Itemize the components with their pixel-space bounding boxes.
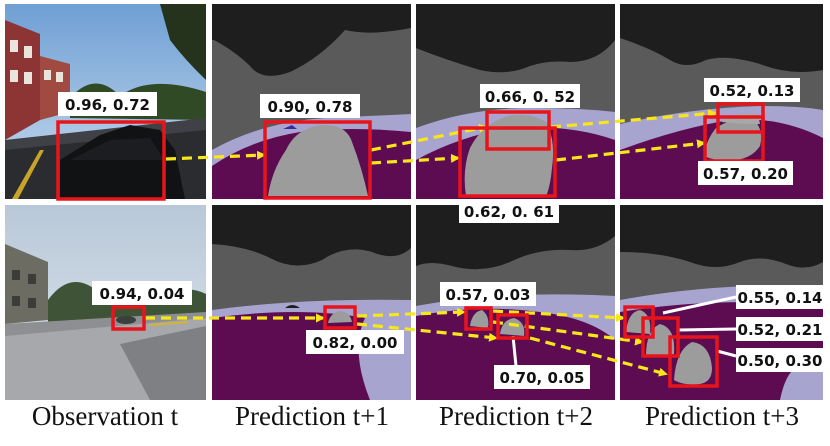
score-text: 0.62, 0. 61	[464, 203, 554, 221]
arrow-t1-to-t2-upper-top	[370, 123, 488, 152]
bbox-t2-lower-top	[458, 126, 557, 198]
arrow-obs-to-t1-top	[165, 150, 266, 161]
arrow-t2-to-t3-upper-top	[550, 109, 717, 129]
caption-prediction-t2: Prediction t+2	[439, 401, 593, 431]
score-label-t3-1-bottom: 0.55, 0.14	[736, 285, 824, 309]
score-label-obs-bottom: 0.94, 0.04	[92, 281, 192, 305]
score-text: 0.82, 0.00	[313, 334, 398, 352]
score-label-t1-bottom: 0.82, 0.00	[306, 330, 404, 354]
score-text: 0.52, 0.21	[738, 321, 823, 339]
score-text: 0.57, 0.03	[446, 286, 531, 304]
score-label-t3-lower-top: 0.57, 0.20	[698, 161, 793, 185]
score-text: 0.66, 0. 52	[485, 88, 575, 106]
score-text: 0.94, 0.04	[100, 285, 185, 303]
bbox-t2-upper-top	[485, 110, 551, 151]
bbox-t3-1-bottom	[623, 305, 655, 339]
arrow-t2-to-t3-lower-top	[555, 139, 706, 162]
score-label-t3-2-bottom: 0.52, 0.21	[736, 317, 824, 341]
bbox-t3-3-bottom	[668, 335, 719, 388]
score-label-obs-top: 0.96, 0.72	[58, 92, 157, 116]
score-label-t3-3-bottom: 0.50, 0.30	[736, 348, 824, 372]
caption-prediction-t1: Prediction t+1	[235, 401, 389, 431]
observation-photo-top	[5, 4, 206, 199]
arrow-t1-to-t2-lower-top	[370, 153, 460, 165]
score-text: 0.55, 0.14	[738, 289, 823, 307]
tracking-arrows	[145, 109, 717, 377]
score-text: 0.90, 0.78	[268, 98, 353, 116]
score-labels: 0.96, 0.72 0.90, 0.78 0.66, 0. 52 0.62, …	[58, 78, 824, 389]
score-label-t2-upper-bottom: 0.57, 0.03	[440, 282, 536, 306]
bbox-t2-upper-bottom	[464, 306, 493, 331]
score-label-t1-top: 0.90, 0.78	[260, 94, 360, 118]
bbox-t2-lower-bottom	[496, 313, 529, 340]
score-label-t2-lower-bottom: 0.70, 0.05	[494, 365, 590, 389]
score-text: 0.50, 0.30	[738, 352, 823, 370]
caption-observation: Observation t	[31, 401, 179, 431]
score-label-t3-upper-top: 0.52, 0.13	[704, 78, 800, 102]
score-text: 0.70, 0.05	[500, 369, 585, 387]
arrow-t1-to-t2-upper-bottom	[356, 307, 466, 318]
score-text: 0.57, 0.20	[703, 165, 788, 183]
arrow-t2-to-t3-1-bottom	[492, 309, 625, 323]
bbox-t1-bottom	[323, 305, 357, 330]
segmentation-t1-bottom	[212, 205, 411, 400]
score-label-t2-lower-top: 0.62, 0. 61	[459, 199, 559, 223]
score-text: 0.96, 0.72	[65, 96, 150, 114]
arrow-t2-to-t3-2-bottom	[492, 320, 644, 346]
arrow-t2-to-t3-3-bottom	[529, 336, 668, 377]
bbox-observation-bottom	[111, 305, 146, 331]
bbox-t1-top	[263, 120, 372, 200]
arrow-t1-to-t2-lower-bottom	[356, 322, 498, 342]
label-leader-lines	[511, 295, 737, 367]
bbox-observation-top	[56, 120, 166, 201]
score-label-t2-upper-top: 0.66, 0. 52	[480, 84, 580, 108]
score-text: 0.52, 0.13	[710, 82, 795, 100]
caption-prediction-t3: Prediction t+3	[645, 401, 799, 431]
